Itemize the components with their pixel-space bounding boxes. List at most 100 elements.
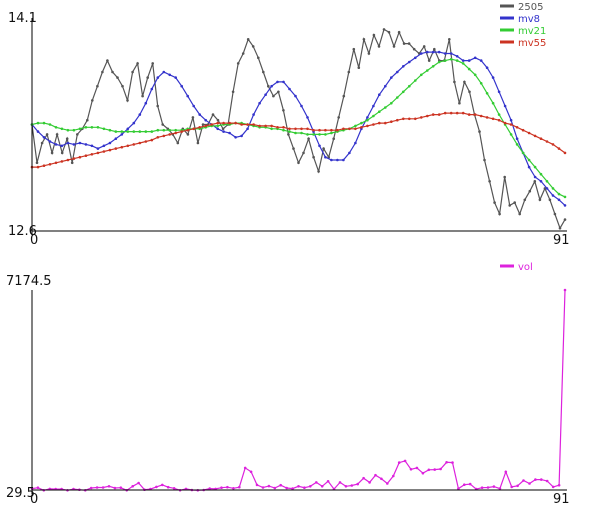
data-point-mv8 <box>539 180 543 183</box>
data-point-mv8 <box>515 137 519 140</box>
data-point-vol <box>267 484 271 488</box>
data-point-2505 <box>307 137 310 140</box>
data-point-mv8 <box>497 90 501 94</box>
data-point-mv8 <box>108 141 112 145</box>
data-point-mv21 <box>132 130 136 133</box>
data-point-mv21 <box>431 65 435 68</box>
data-point-mv21 <box>491 101 495 105</box>
data-point-mv21 <box>120 130 124 133</box>
data-point-2505 <box>558 226 562 230</box>
legend-label-2505: 2505 <box>518 2 543 13</box>
data-point-mv55 <box>228 121 231 125</box>
data-point-mv55 <box>521 128 525 132</box>
data-point-vol <box>338 481 342 484</box>
data-point-mv21 <box>288 130 291 133</box>
y-tick-label-min: 12.6 <box>8 224 37 239</box>
data-point-mv55 <box>336 128 339 132</box>
data-point-mv8 <box>455 55 459 58</box>
data-point-mv21 <box>545 180 549 183</box>
data-point-vol <box>113 486 117 490</box>
data-point-vol <box>510 485 513 489</box>
data-point-vol <box>368 481 371 484</box>
data-point-mv8 <box>384 84 387 88</box>
data-point-2505 <box>478 130 481 133</box>
data-point-2505 <box>397 30 401 34</box>
data-point-2505 <box>302 151 305 155</box>
data-point-mv55 <box>138 141 142 145</box>
data-point-2505 <box>136 62 139 65</box>
data-point-mv8 <box>431 50 435 54</box>
data-point-mv55 <box>563 151 567 155</box>
y-tick-label-min: 29.5 <box>6 486 35 501</box>
data-point-mv55 <box>515 126 519 129</box>
data-point-mv55 <box>36 165 40 169</box>
data-point-mv21 <box>539 172 543 176</box>
data-point-mv21 <box>378 110 381 113</box>
data-point-mv21 <box>126 130 130 133</box>
data-point-mv55 <box>491 117 495 121</box>
data-point-mv8 <box>324 155 327 159</box>
data-point-mv21 <box>509 133 513 136</box>
data-point-2505 <box>453 80 456 84</box>
data-point-mv55 <box>485 116 489 119</box>
data-point-2505 <box>412 47 416 51</box>
data-point-vol <box>427 468 431 472</box>
data-point-2505 <box>387 30 391 34</box>
data-point-vol <box>439 467 442 471</box>
data-point-vol <box>486 486 490 489</box>
data-point-mv8 <box>276 80 279 84</box>
data-point-2505 <box>282 109 285 112</box>
data-point-mv8 <box>138 113 142 116</box>
data-point-mv55 <box>96 151 100 155</box>
data-point-mv55 <box>312 128 315 132</box>
data-point-mv8 <box>246 127 249 131</box>
data-point-mv21 <box>144 130 148 133</box>
data-point-vol <box>480 486 484 490</box>
data-point-mv8 <box>72 143 76 146</box>
data-point-2505 <box>538 198 542 202</box>
data-point-vol <box>540 478 543 481</box>
data-point-mv8 <box>336 158 339 162</box>
data-point-mv55 <box>204 124 207 128</box>
data-point-mv55 <box>252 123 255 126</box>
y-tick-label-max: 7174.5 <box>6 274 52 289</box>
data-point-mv8 <box>443 52 447 55</box>
data-point-mv8 <box>54 143 58 146</box>
data-point-2505 <box>70 161 74 165</box>
data-point-2505 <box>332 137 336 140</box>
data-point-mv55 <box>234 121 237 125</box>
x-tick-label-end: 91 <box>553 492 570 507</box>
data-point-2505 <box>518 212 521 216</box>
data-point-mv21 <box>108 128 112 132</box>
data-point-mv8 <box>132 121 136 125</box>
data-point-mv8 <box>78 141 82 145</box>
data-point-2505 <box>337 116 341 119</box>
data-point-mv55 <box>426 114 429 118</box>
series-vol <box>30 288 567 492</box>
data-point-2505 <box>196 141 200 145</box>
data-point-vol <box>557 483 561 487</box>
data-point-mv8 <box>354 141 357 145</box>
data-point-mv55 <box>449 111 453 115</box>
data-point-2505 <box>468 90 471 94</box>
data-point-2505 <box>121 84 124 88</box>
data-point-mv55 <box>198 126 201 129</box>
data-point-2505 <box>483 158 486 162</box>
data-point-mv55 <box>408 117 411 121</box>
data-point-2505 <box>493 201 496 204</box>
data-point-vol <box>528 482 531 485</box>
data-point-mv55 <box>527 131 531 135</box>
data-point-mv8 <box>228 131 231 135</box>
data-point-vol <box>403 459 407 463</box>
data-point-mv21 <box>479 82 483 85</box>
data-point-mv21 <box>270 127 273 131</box>
data-point-mv8 <box>234 136 237 139</box>
data-point-mv8 <box>36 130 40 133</box>
data-point-mv21 <box>96 126 100 129</box>
data-point-2505 <box>277 90 280 94</box>
data-point-mv21 <box>216 124 219 128</box>
data-point-mv8 <box>426 50 429 54</box>
data-point-2505 <box>241 52 245 55</box>
data-point-mv8 <box>300 104 303 108</box>
